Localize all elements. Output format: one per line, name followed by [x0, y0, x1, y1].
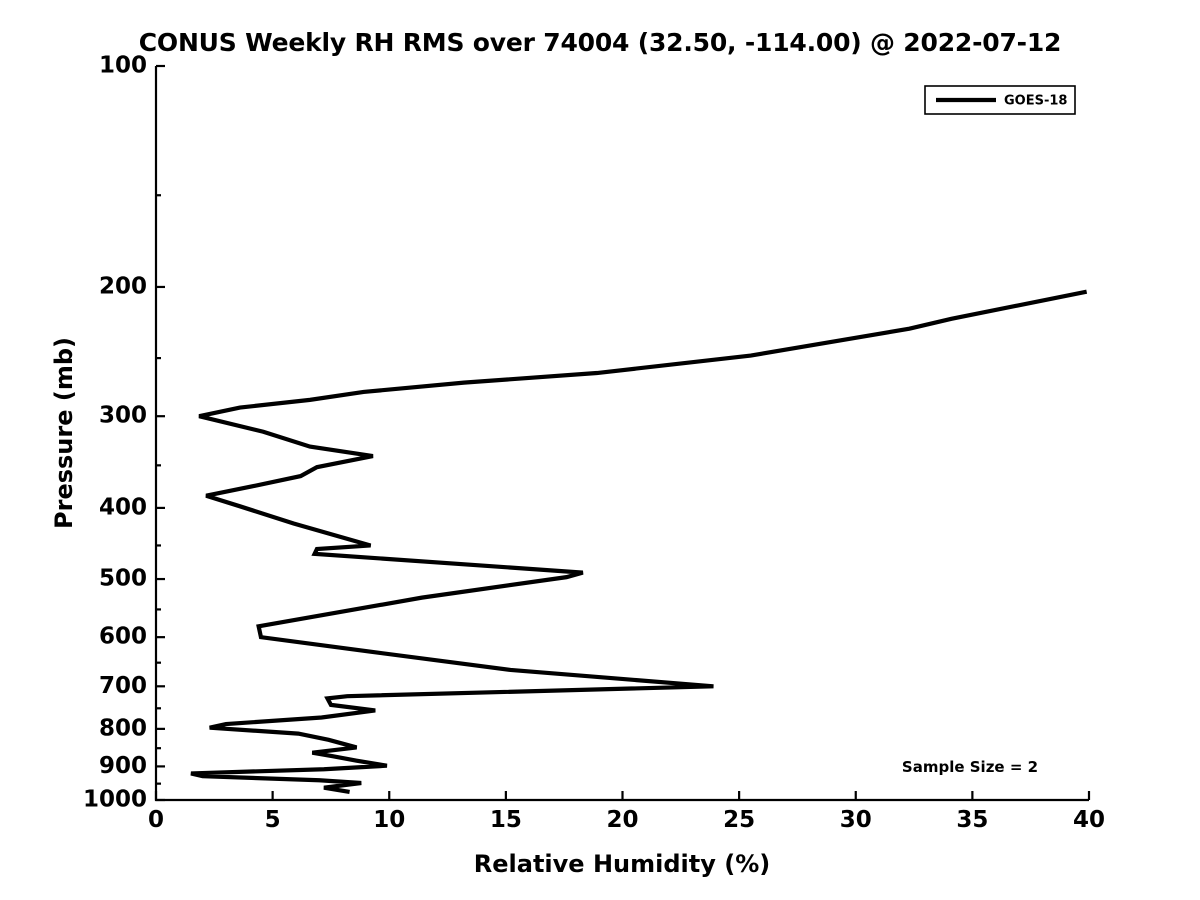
y-tick-label: 300: [99, 403, 147, 429]
y-axis-title: Pressure (mb): [50, 337, 78, 529]
y-tick-label: 600: [99, 624, 147, 650]
sample-size-annotation: Sample Size = 2: [902, 758, 1038, 776]
x-tick-label: 0: [148, 807, 164, 833]
x-axis-ticks: [154, 791, 1091, 800]
x-tick-label: 5: [265, 807, 281, 833]
y-tick-label: 200: [99, 273, 147, 299]
data-series-line: [190, 289, 1088, 795]
x-tick-label: 10: [373, 807, 405, 833]
y-tick-label: 700: [99, 673, 147, 699]
x-tick-label: 15: [490, 807, 522, 833]
y-tick-label: 400: [99, 494, 147, 520]
y-axis-tick-labels: 100 200 300 400 500 600 700 800 900 1000: [83, 53, 147, 813]
legend[interactable]: GOES-18: [924, 85, 1076, 115]
x-axis-title: Relative Humidity (%): [474, 850, 770, 878]
legend-label-goes18: GOES-18: [1004, 94, 1067, 109]
x-tick-label: 30: [840, 807, 872, 833]
x-tick-label: 35: [956, 807, 988, 833]
page-title: CONUS Weekly RH RMS over 74004 (32.50, -…: [138, 28, 1062, 57]
y-tick-label: 500: [99, 566, 147, 592]
x-tick-label: 40: [1073, 807, 1105, 833]
x-axis-tick-labels: 0 5 10 15 20 25 30 35 40: [148, 807, 1105, 833]
x-tick-label: 25: [723, 807, 755, 833]
y-tick-label: 900: [99, 753, 147, 779]
y-tick-label: 800: [99, 715, 147, 741]
y-tick-label: 100: [99, 53, 147, 79]
y-tick-label: 1000: [83, 787, 147, 813]
y-axis-ticks: [156, 64, 165, 802]
x-tick-label: 20: [606, 807, 638, 833]
